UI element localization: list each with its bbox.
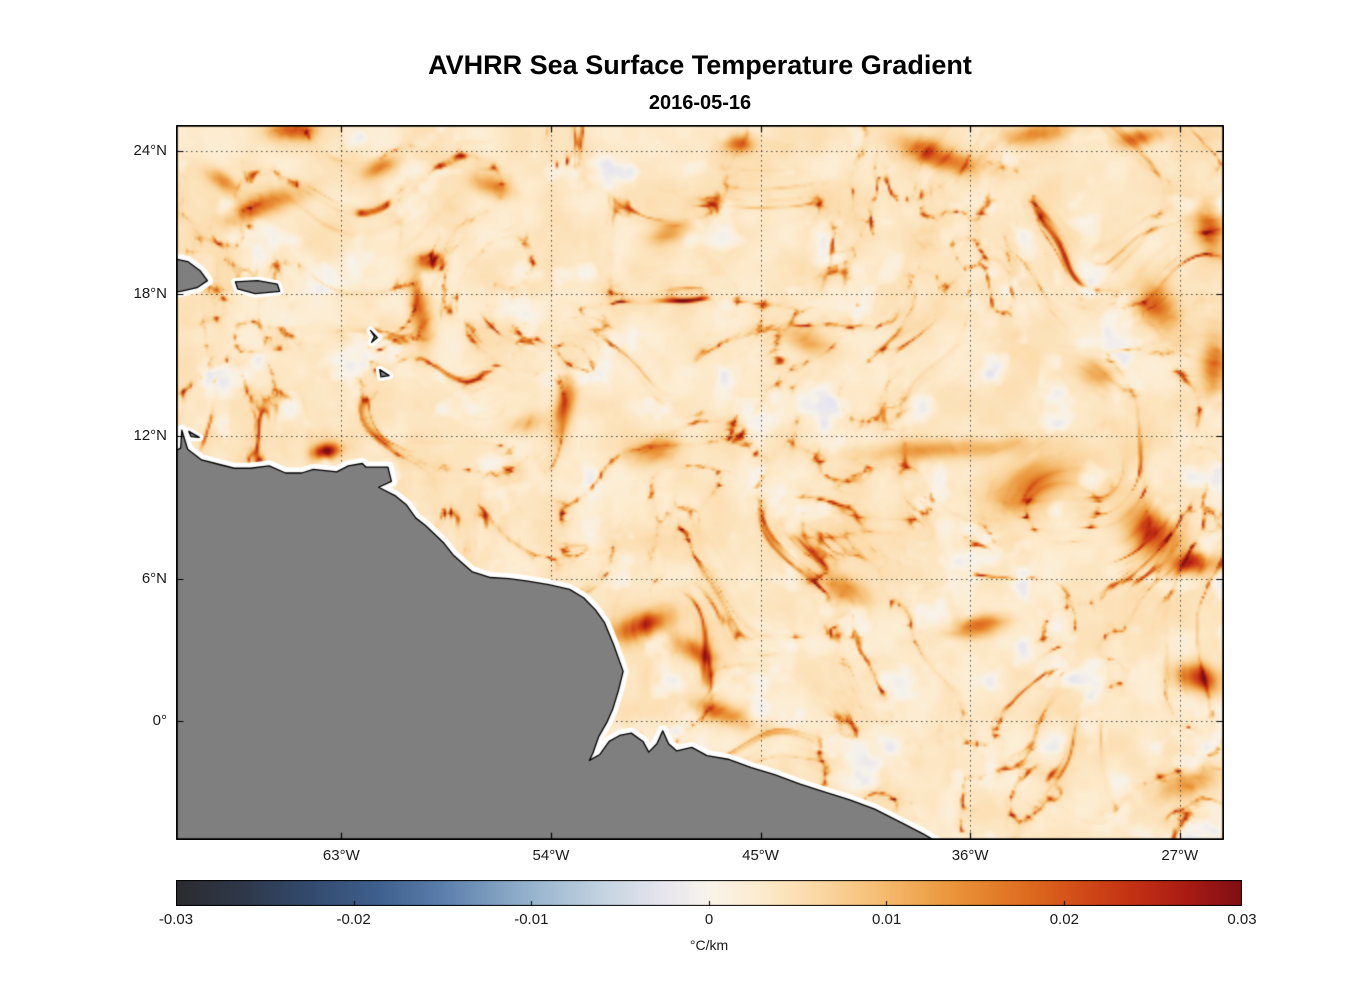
y-tick-label: 24°N	[133, 142, 167, 160]
x-tick-label: 36°W	[951, 847, 989, 864]
y-tick-label: 12°N	[133, 427, 167, 445]
x-tick-label: 45°W	[742, 847, 779, 864]
colorbar-tick-label: 0.03	[1227, 911, 1257, 928]
x-tick-label: 63°W	[322, 847, 360, 864]
y-tick-label: 18°N	[133, 284, 167, 302]
colorbar-tick-label: -0.03	[158, 911, 194, 928]
colorbar-tick-label: 0.01	[872, 911, 902, 928]
colorbar-tick-label: 0	[704, 911, 714, 928]
y-tick-label: 0°	[152, 712, 167, 730]
chart-title: AVHRR Sea Surface Temperature Gradient	[428, 50, 972, 80]
colorbar-tick-label: -0.02	[336, 911, 371, 928]
colorbar-tick-label: 0.02	[1049, 911, 1079, 928]
x-tick-label: 27°W	[1161, 847, 1199, 864]
chart-date-subtitle: 2016-05-16	[648, 92, 752, 114]
colorbar-tick-label: -0.01	[514, 911, 549, 928]
y-tick-label: 6°N	[141, 569, 167, 587]
sst-gradient-map-canvas	[176, 125, 1224, 840]
x-tick-label: 54°W	[532, 847, 570, 864]
colorbar-unit-label: °C/km	[689, 937, 729, 953]
colorbar-canvas	[176, 880, 1242, 906]
